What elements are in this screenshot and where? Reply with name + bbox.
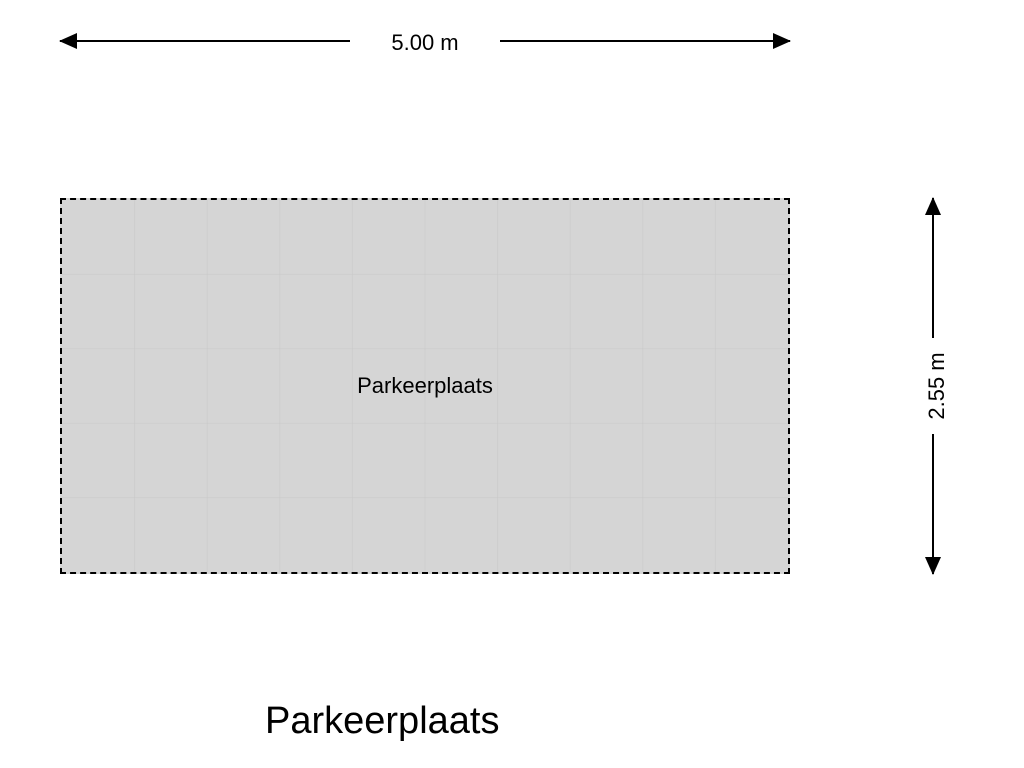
parking-area-label: Parkeerplaats	[357, 373, 493, 399]
arrow-right-icon	[773, 33, 791, 49]
width-dimension: 5.00 m	[60, 30, 790, 60]
height-dimension-label: 2.55 m	[924, 342, 950, 429]
dimension-line	[932, 198, 934, 338]
diagram-title: Parkeerplaats	[265, 700, 499, 743]
dimension-line	[60, 40, 350, 42]
parking-area: Parkeerplaats	[60, 198, 790, 574]
arrow-down-icon	[925, 557, 941, 575]
height-dimension: 2.55 m	[922, 198, 952, 574]
dimension-line	[932, 434, 934, 574]
dimension-line	[500, 40, 790, 42]
diagram-container: 5.00 m 2.55 m Parkeerplaats Parkeerplaat…	[0, 0, 1024, 768]
width-dimension-label: 5.00 m	[381, 30, 468, 56]
